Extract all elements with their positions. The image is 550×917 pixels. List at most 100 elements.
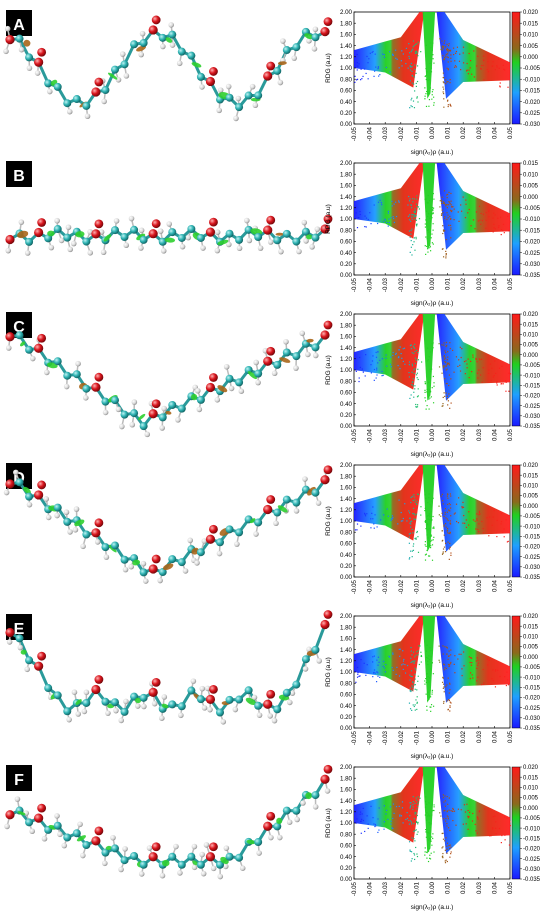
x-tick-label: 0.04	[491, 579, 498, 592]
scatter-point	[449, 103, 451, 105]
hydrogen-atom	[94, 539, 101, 545]
scatter-point	[502, 230, 504, 232]
scatter-point	[488, 369, 490, 371]
scatter-point	[372, 661, 374, 663]
scatter-point	[446, 100, 449, 102]
scatter-point	[462, 46, 465, 48]
scatter-point	[474, 520, 476, 522]
hydrogen-atom	[48, 244, 55, 251]
carbon-atom	[282, 348, 291, 357]
scatter-point	[471, 73, 473, 75]
hydrogen-atom	[286, 699, 293, 706]
nci-isosurface	[304, 33, 314, 40]
scatter-point	[424, 680, 426, 682]
hydrogen-atom	[200, 870, 207, 877]
scatter-point	[396, 58, 398, 60]
scatter-point	[445, 686, 447, 688]
carbon-atom	[235, 378, 244, 387]
scatter-point	[449, 829, 451, 832]
scatter-point	[354, 75, 356, 77]
oxygen-atom	[263, 225, 273, 235]
bond	[294, 658, 308, 686]
carbon-atom	[177, 558, 186, 567]
oxygen-atom	[148, 564, 158, 574]
carbon-atom	[177, 404, 186, 413]
scatter-point	[445, 253, 447, 255]
scatter-point	[443, 515, 445, 518]
scatter-point	[447, 400, 449, 402]
scatter-point	[480, 374, 482, 376]
scatter-point	[450, 217, 452, 220]
oxygen-atom	[148, 409, 158, 419]
scatter-point	[430, 47, 432, 49]
nci-isosurface	[307, 486, 316, 496]
scatter-point	[447, 217, 449, 219]
scatter-point	[469, 661, 471, 664]
carbon-atom	[101, 397, 110, 406]
scatter-point	[450, 851, 452, 853]
scatter-point	[414, 218, 416, 220]
scatter-point	[449, 531, 451, 533]
scatter-point	[444, 46, 447, 48]
scatter-spike-center	[422, 767, 436, 854]
scatter-point	[358, 380, 360, 383]
scatter-point	[428, 539, 430, 542]
scatter-point	[445, 369, 447, 371]
x-axis-label: sign(λ₂)ρ (a.u.)	[411, 753, 454, 760]
scatter-point	[412, 499, 414, 502]
panel-label-box	[6, 161, 32, 187]
scatter-point	[404, 363, 406, 365]
hydrogen-atom	[194, 560, 200, 566]
scatter-point	[447, 356, 449, 358]
oxygen-atom	[209, 373, 218, 382]
scatter-point	[370, 372, 372, 374]
scatter-point	[426, 523, 429, 525]
y-tick-label: 1.80	[340, 322, 353, 329]
scatter-point	[408, 214, 411, 216]
scatter-point	[494, 228, 496, 230]
scatter-point	[402, 663, 404, 665]
hydrogen-atom	[278, 248, 284, 255]
y-tick-label: 0.60	[340, 88, 353, 95]
panel-f: F0.000.200.400.600.801.001.201.401.601.8…	[4, 764, 541, 911]
scatter-point	[448, 509, 450, 511]
scatter-point	[442, 818, 445, 820]
scatter-point	[439, 38, 441, 40]
scatter-point	[400, 520, 403, 522]
carbon-atom	[235, 103, 244, 112]
hydrogen-atom	[306, 38, 312, 44]
scatter-point	[446, 382, 448, 385]
colorbar-scale	[511, 313, 521, 427]
scatter-point	[382, 374, 384, 377]
scatter-point	[460, 204, 462, 206]
scatter-point	[446, 852, 448, 854]
scatter-point	[409, 708, 412, 710]
scatter-point	[448, 650, 450, 652]
scatter-point	[409, 679, 411, 681]
scatter-point	[470, 657, 473, 659]
scatter-point	[504, 816, 506, 818]
scatter-point	[397, 356, 400, 358]
molecule-model	[3, 15, 333, 122]
scatter-point	[444, 551, 447, 553]
scatter-point	[410, 105, 412, 107]
scatter-point	[448, 699, 450, 702]
scatter-point	[452, 349, 454, 351]
panel-b: B0.000.200.400.600.801.001.201.401.601.8…	[5, 160, 541, 307]
scatter-point	[446, 67, 448, 69]
carbon-atom	[120, 555, 129, 564]
scatter-band-right	[436, 163, 510, 250]
scatter-point	[447, 404, 449, 406]
carbon-atom	[301, 227, 310, 236]
colorbar-tick-label: 0.020	[523, 765, 539, 771]
scatter-point	[416, 65, 419, 67]
colorbar-tick-label: 0.000	[523, 195, 539, 201]
scatter-point	[445, 646, 448, 648]
scatter-point	[413, 347, 416, 349]
scatter-point	[363, 68, 366, 70]
scatter-point	[443, 98, 445, 100]
scatter-point	[430, 827, 432, 829]
scatter-point	[443, 392, 445, 394]
scatter-point	[496, 380, 498, 382]
scatter-point	[480, 358, 483, 360]
